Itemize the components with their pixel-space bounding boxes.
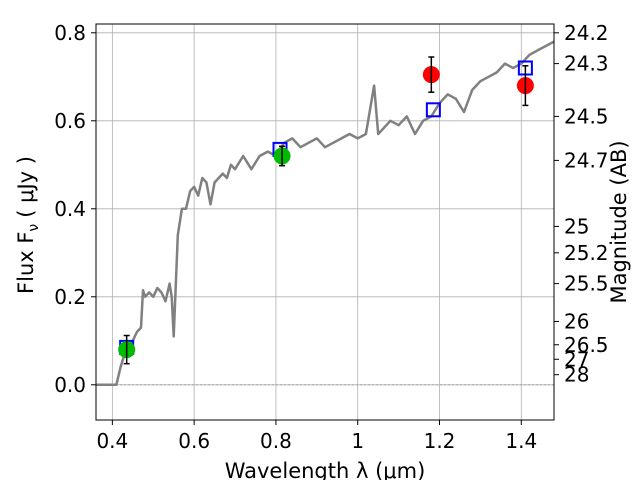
y2-tick-label: 28 — [564, 363, 589, 387]
y2-tick-label: 24.7 — [564, 148, 609, 172]
x-tick-label: 0.4 — [96, 429, 128, 453]
y-tick-label: 0.0 — [54, 373, 86, 397]
model-flux-square — [425, 102, 441, 118]
y2-tick-label: 25.5 — [564, 272, 609, 296]
y-tick-label: 0.2 — [54, 285, 86, 309]
x-tick-label: 1.2 — [424, 429, 456, 453]
x-tick-label: 0.6 — [178, 429, 210, 453]
model-spectrum-line — [96, 40, 555, 387]
y-axis-label-subscript: ν — [26, 224, 42, 232]
x-tick-label: 1.4 — [505, 429, 537, 453]
photometry-markers — [118, 56, 534, 365]
grid — [96, 24, 554, 420]
y-tick-label: 0.4 — [54, 197, 86, 221]
y2-tick-label: 25.2 — [564, 241, 609, 265]
y-axis-label-unit: ( μJy ) — [14, 156, 38, 218]
x-tick-label: 0.8 — [260, 429, 292, 453]
y2-tick-label: 25 — [564, 214, 589, 238]
x-tick-label: 1 — [351, 429, 364, 453]
y2-axis-label: Magnitude (AB) — [607, 140, 631, 303]
y2-tick-label: 26 — [564, 309, 589, 333]
y-axis-ticks: 0.0 0.2 0.4 0.6 0.8 — [54, 21, 96, 397]
x-axis-ticks: 0.4 0.6 0.8 1 1.2 1.4 — [96, 420, 537, 453]
y2-tick-label: 27 — [564, 347, 589, 371]
x-axis-label: Wavelength λ (μm) — [225, 459, 426, 480]
y-axis-label-main: Flux F — [14, 232, 38, 294]
model-spectrum — [96, 40, 555, 387]
plot-frame — [95, 23, 555, 421]
y2-tick-label: 24.5 — [564, 104, 609, 128]
y2-tick-label: 24.2 — [564, 21, 609, 45]
y-tick-label: 0.6 — [54, 109, 86, 133]
y2-tick-label: 26.5 — [564, 333, 609, 357]
y-axis-label: Flux Fν ( μJy ) — [14, 156, 42, 294]
y2-tick-label: 24.3 — [564, 52, 609, 76]
y-tick-label: 0.8 — [54, 21, 86, 45]
